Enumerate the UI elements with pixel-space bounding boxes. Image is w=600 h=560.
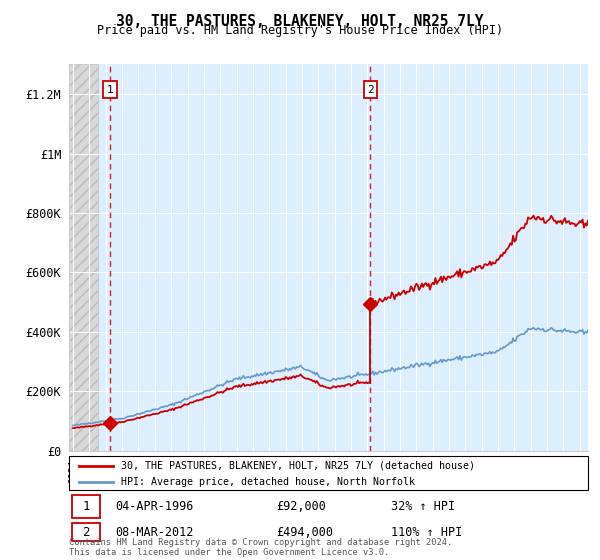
Text: 1: 1 <box>106 85 113 95</box>
Text: 30, THE PASTURES, BLAKENEY, HOLT, NR25 7LY: 30, THE PASTURES, BLAKENEY, HOLT, NR25 7… <box>116 14 484 29</box>
Text: 08-MAR-2012: 08-MAR-2012 <box>116 525 194 539</box>
Text: 04-APR-1996: 04-APR-1996 <box>116 500 194 513</box>
Text: 110% ↑ HPI: 110% ↑ HPI <box>391 525 462 539</box>
Text: Contains HM Land Registry data © Crown copyright and database right 2024.
This d: Contains HM Land Registry data © Crown c… <box>69 538 452 557</box>
Text: Price paid vs. HM Land Registry's House Price Index (HPI): Price paid vs. HM Land Registry's House … <box>97 24 503 37</box>
Text: 2: 2 <box>82 525 89 539</box>
FancyBboxPatch shape <box>69 456 588 490</box>
Text: 1: 1 <box>82 500 89 513</box>
FancyBboxPatch shape <box>71 495 100 517</box>
Bar <box>69 64 98 451</box>
Text: 30, THE PASTURES, BLAKENEY, HOLT, NR25 7LY (detached house): 30, THE PASTURES, BLAKENEY, HOLT, NR25 7… <box>121 461 475 471</box>
FancyBboxPatch shape <box>71 522 100 542</box>
Text: £494,000: £494,000 <box>277 525 334 539</box>
Text: 2: 2 <box>367 85 374 95</box>
Text: £92,000: £92,000 <box>277 500 326 513</box>
Text: 32% ↑ HPI: 32% ↑ HPI <box>391 500 455 513</box>
Text: HPI: Average price, detached house, North Norfolk: HPI: Average price, detached house, Nort… <box>121 477 415 487</box>
